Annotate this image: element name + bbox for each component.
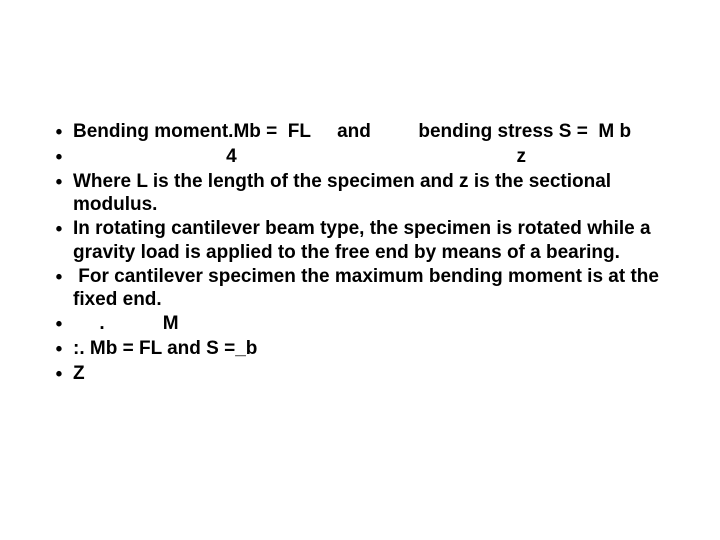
bullet-text: 4 z [73, 145, 675, 169]
bullet-item: • 4 z [45, 145, 675, 170]
bullet-marker: • [45, 217, 73, 242]
bullet-item: • . M [45, 312, 675, 337]
bullet-item: • In rotating cantilever beam type, the … [45, 217, 675, 265]
bullet-item: • :. Mb = FL and S =_b [45, 337, 675, 362]
bullet-text: Bending moment.Mb = FL and bending stres… [73, 120, 675, 144]
slide-content: • Bending moment.Mb = FL and bending str… [45, 120, 675, 386]
bullet-marker: • [45, 265, 73, 290]
bullet-marker: • [45, 170, 73, 195]
bullet-item: • Where L is the length of the specimen … [45, 170, 675, 218]
bullet-text: In rotating cantilever beam type, the sp… [73, 217, 675, 265]
bullet-text: . M [73, 312, 675, 336]
bullet-text: Z [73, 362, 675, 386]
bullet-marker: • [45, 337, 73, 362]
bullet-text: Where L is the length of the specimen an… [73, 170, 675, 218]
bullet-text: :. Mb = FL and S =_b [73, 337, 675, 361]
bullet-item: • For cantilever specimen the maximum be… [45, 265, 675, 313]
bullet-item: • Z [45, 362, 675, 387]
bullet-marker: • [45, 120, 73, 145]
bullet-marker: • [45, 362, 73, 387]
bullet-marker: • [45, 145, 73, 170]
bullet-marker: • [45, 312, 73, 337]
bullet-item: • Bending moment.Mb = FL and bending str… [45, 120, 675, 145]
bullet-text: For cantilever specimen the maximum bend… [73, 265, 675, 313]
